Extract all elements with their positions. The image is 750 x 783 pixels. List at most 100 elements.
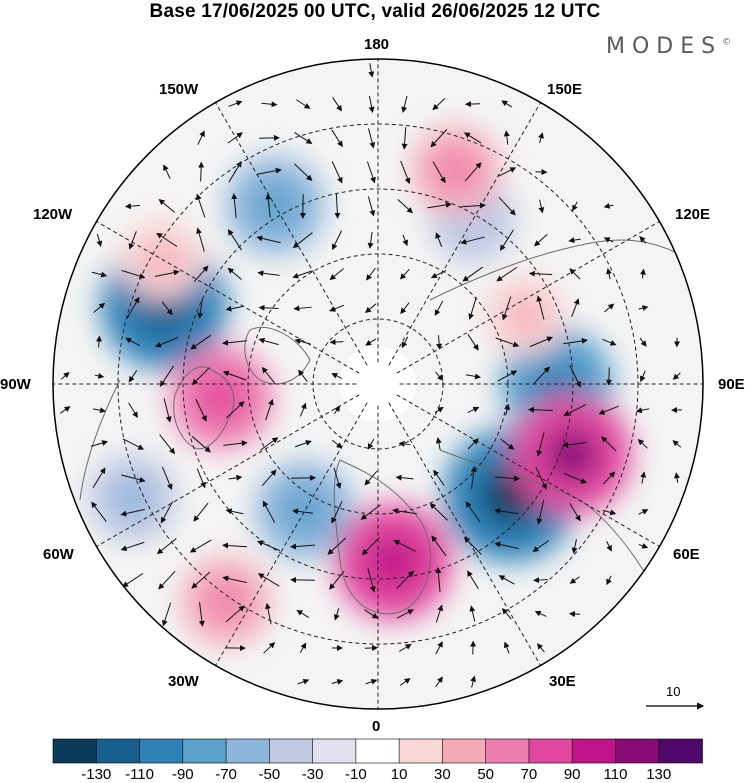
- wind-arrow: [494, 541, 519, 550]
- wind-arrow: [638, 305, 649, 311]
- wind-arrow: [296, 99, 311, 109]
- wind-arrow: [398, 643, 412, 652]
- wind-arrow: [604, 303, 615, 313]
- wind-arrow: [294, 132, 313, 144]
- wind-arrow: [462, 266, 484, 282]
- wind-arrow: [257, 573, 280, 587]
- wind-arrow: [536, 432, 545, 457]
- wind-arrow: [364, 470, 378, 486]
- wind-arrow: [360, 504, 381, 520]
- wind-arrow: [603, 237, 614, 243]
- wind-arrow: [436, 335, 443, 350]
- lon-label-150w: 150W: [159, 81, 199, 98]
- wind-arrow: [331, 161, 343, 184]
- wind-arrow: [536, 295, 545, 320]
- wind-arrow: [569, 268, 581, 280]
- wind-arrow: [225, 401, 245, 419]
- wind-arrow: [400, 160, 411, 185]
- wind-arrow: [125, 337, 141, 347]
- wind-arrow: [96, 335, 103, 348]
- wind-arrow: [193, 265, 209, 283]
- wind-arrow: [196, 468, 206, 489]
- wind-arrow: [193, 502, 209, 522]
- wind-arrow: [197, 130, 205, 145]
- wind-arrow: [265, 193, 272, 218]
- wind-arrow: [331, 500, 343, 524]
- wind-arrow: [464, 132, 482, 144]
- wind-arrow: [638, 509, 649, 515]
- colorbar-tick-label: 90: [563, 766, 581, 783]
- colorbar-swatch: [571, 738, 617, 764]
- lon-label-30e: 30E: [549, 673, 576, 690]
- wind-arrow: [258, 337, 279, 346]
- wind-arrow: [571, 539, 578, 554]
- wind-arrow: [91, 271, 108, 278]
- wind-arrow: [392, 508, 417, 515]
- wind-arrow: [400, 302, 410, 315]
- wind-arrow: [639, 370, 646, 383]
- wind-arrow: [569, 365, 581, 388]
- wind-arrow: [293, 163, 313, 181]
- lon-label-120w: 120W: [33, 206, 73, 223]
- lon-label-90e: 90E: [718, 376, 745, 393]
- wind-arrow: [528, 406, 554, 413]
- wind-arrow: [261, 469, 277, 487]
- wind-arrow: [222, 339, 247, 346]
- wind-arrow: [122, 438, 145, 450]
- colorbar-swatch: [312, 738, 357, 764]
- colorbar: [52, 738, 703, 764]
- wind-arrow: [121, 474, 146, 483]
- wind-arrow: [435, 567, 442, 592]
- wind-arrow: [536, 643, 545, 653]
- wind-arrow: [503, 130, 510, 145]
- polar-cap: [340, 346, 416, 422]
- wind-arrow: [222, 542, 248, 549]
- wind-arrow: [331, 129, 343, 148]
- meridians: [53, 59, 703, 709]
- wind-arrow: [429, 502, 448, 521]
- wind-arrow: [228, 474, 243, 481]
- wind-arrow: [299, 402, 307, 417]
- meridian-line: [388, 102, 541, 366]
- wind-arrow: [533, 233, 548, 247]
- wind-arrow: [198, 602, 205, 627]
- brand-mark: ©: [722, 37, 732, 48]
- meridian-line: [396, 394, 660, 547]
- wind-arrow: [257, 167, 282, 175]
- wind-arrow: [538, 132, 544, 143]
- wind-arrow: [563, 337, 588, 345]
- wind-arrow: [92, 407, 107, 414]
- latitude-circle: [182, 188, 574, 580]
- wind-arrow: [294, 440, 312, 448]
- wind-arrow: [532, 540, 549, 553]
- wind-arrow: [639, 337, 647, 347]
- wind-arrow: [331, 439, 343, 449]
- wind-arrow: [602, 509, 617, 516]
- wind-arrow: [399, 268, 410, 280]
- wind-arrow: [435, 641, 443, 655]
- wind-arrow: [292, 508, 313, 515]
- wind-arrow: [292, 270, 313, 279]
- wind-arrow: [227, 267, 242, 281]
- wind-arrow: [128, 231, 137, 250]
- wind-arrow: [533, 577, 548, 584]
- wind-arrow: [401, 95, 408, 113]
- meridian-line: [215, 402, 368, 666]
- wind-arrow: [470, 675, 477, 688]
- wind-arrow: [434, 300, 444, 316]
- colorbar-tick-label: 130: [646, 766, 672, 783]
- wind-arrow: [128, 370, 138, 383]
- lon-label-180: 180: [364, 36, 390, 53]
- wind-arrow: [572, 201, 578, 212]
- wind-arrow: [501, 100, 513, 108]
- wind-arrow: [191, 367, 210, 386]
- wind-arrow: [470, 465, 477, 490]
- wind-arrow: [331, 373, 342, 379]
- wind-arrow: [602, 338, 617, 346]
- wind-arrow: [495, 337, 520, 348]
- colorbar-tick-label: -130: [81, 766, 112, 783]
- colorbar-tick-label: 10: [390, 766, 408, 783]
- graticule: [53, 59, 703, 709]
- wind-arrow: [427, 201, 452, 209]
- wind-arrow: [327, 537, 347, 555]
